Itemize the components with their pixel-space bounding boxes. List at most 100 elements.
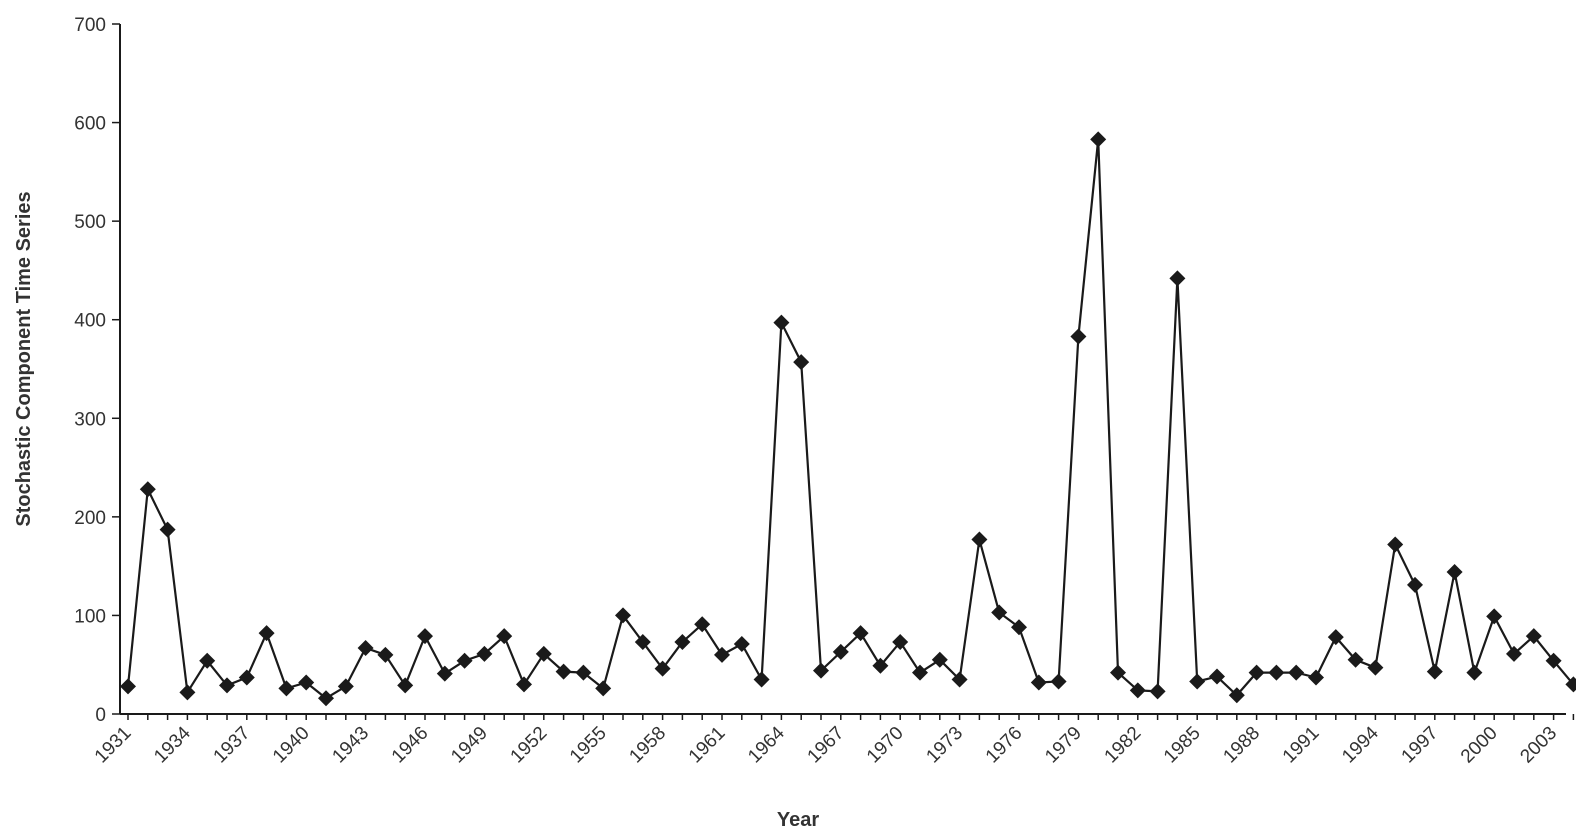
data-point-marker (1228, 687, 1245, 704)
data-point-marker (773, 314, 790, 331)
x-tick-label: 1979 (1041, 723, 1086, 768)
data-point-marker (971, 531, 988, 548)
data-point-marker (298, 674, 315, 691)
x-tick-label: 1970 (863, 723, 908, 768)
y-tick-label: 300 (74, 409, 106, 430)
data-point-marker (1090, 131, 1107, 148)
data-point-marker (1288, 664, 1305, 681)
data-point-marker (714, 646, 730, 663)
x-tick-label: 1949 (447, 723, 492, 768)
data-point-marker (1248, 664, 1265, 681)
data-point-marker (436, 665, 453, 682)
x-tick-label: 1976 (982, 723, 1027, 768)
data-point-marker (1426, 663, 1443, 680)
data-point-marker (1169, 270, 1186, 287)
data-point-marker (258, 625, 275, 642)
data-point-marker (931, 651, 948, 668)
x-tick-label: 1997 (1398, 723, 1443, 768)
data-point-marker (1565, 676, 1576, 693)
data-point-marker (1070, 328, 1087, 345)
data-point-marker (496, 628, 513, 645)
y-axis-title: Stochastic Component Time Series (13, 191, 35, 526)
data-point-marker (397, 677, 414, 694)
data-point-marker (1149, 683, 1166, 700)
data-point-marker (654, 660, 671, 677)
x-tick-label: 1952 (507, 723, 552, 768)
x-tick-label: 1943 (328, 723, 373, 768)
y-tick-label: 700 (74, 15, 106, 36)
data-point-marker (1506, 645, 1522, 662)
data-point-marker (377, 646, 394, 663)
data-point-marker (1486, 608, 1503, 625)
data-point-marker (951, 671, 968, 688)
x-tick-label: 1991 (1279, 723, 1324, 768)
x-axis-ticks: 1931 1934 1937 1940 1943 1946 1949 1952 1955 1958… (91, 714, 1575, 768)
x-tick-label: 1934 (150, 722, 195, 767)
x-tick-label: 1985 (1160, 723, 1205, 768)
series-group (120, 131, 1576, 707)
data-point-marker (733, 636, 750, 653)
x-tick-label: 1937 (210, 723, 255, 768)
x-tick-label: 1961 (685, 723, 730, 768)
x-axis-title: Year (777, 809, 819, 831)
data-point-marker (199, 652, 216, 669)
data-point-marker (694, 616, 711, 633)
x-tick-label: 1946 (388, 723, 433, 768)
data-point-marker (793, 354, 810, 371)
data-point-marker (1209, 668, 1225, 685)
data-point-marker (456, 652, 473, 669)
data-point-marker (1367, 659, 1384, 676)
data-point-marker (1129, 682, 1146, 699)
data-point-marker (120, 678, 136, 695)
data-point-marker (872, 657, 889, 674)
data-point-marker (1525, 628, 1542, 645)
data-point-marker (179, 684, 196, 701)
y-axis-ticks: 0 100 200 300 400 500 600 700 (74, 15, 120, 726)
y-tick-label: 0 (95, 705, 106, 726)
data-point-marker (1387, 536, 1404, 553)
x-tick-label: 1958 (625, 723, 670, 768)
data-point-marker (1011, 619, 1027, 636)
data-point-marker (595, 680, 612, 697)
x-tick-label: 2003 (1516, 723, 1561, 768)
y-tick-label: 400 (74, 311, 106, 332)
x-tick-label: 1931 (91, 723, 136, 768)
data-point-marker (575, 664, 592, 681)
data-point-marker (1030, 674, 1047, 691)
x-tick-label: 2000 (1457, 723, 1502, 768)
x-tick-label: 1988 (1219, 723, 1264, 768)
x-tick-label: 1994 (1338, 722, 1383, 767)
data-point-marker (1327, 629, 1344, 646)
data-point-marker (912, 664, 928, 681)
data-point-marker (476, 645, 493, 662)
data-point-marker (535, 645, 552, 662)
data-point-marker (1466, 664, 1483, 681)
data-point-marker (516, 676, 532, 693)
data-point-marker (813, 662, 829, 679)
data-point-marker (159, 521, 176, 538)
data-point-marker (1347, 651, 1364, 668)
y-tick-label: 100 (74, 606, 106, 627)
y-tick-label: 500 (74, 212, 106, 233)
axes (119, 24, 1566, 715)
series-line (126, 139, 1575, 700)
data-point-marker (357, 639, 374, 656)
data-point-marker (892, 634, 909, 651)
x-tick-label: 1964 (744, 722, 789, 767)
data-point-marker (674, 634, 691, 651)
data-point-marker (1446, 564, 1463, 581)
data-point-marker (1308, 669, 1324, 686)
data-markers (120, 131, 1576, 707)
data-point-marker (832, 643, 849, 660)
y-tick-label: 200 (74, 508, 106, 529)
data-point-marker (238, 669, 255, 686)
data-point-marker (139, 481, 156, 498)
data-point-marker (318, 690, 334, 707)
x-tick-label: 1973 (922, 723, 967, 768)
data-point-marker (278, 680, 295, 697)
x-tick-label: 1967 (804, 723, 849, 768)
data-point-marker (555, 663, 572, 680)
data-point-marker (991, 604, 1008, 621)
